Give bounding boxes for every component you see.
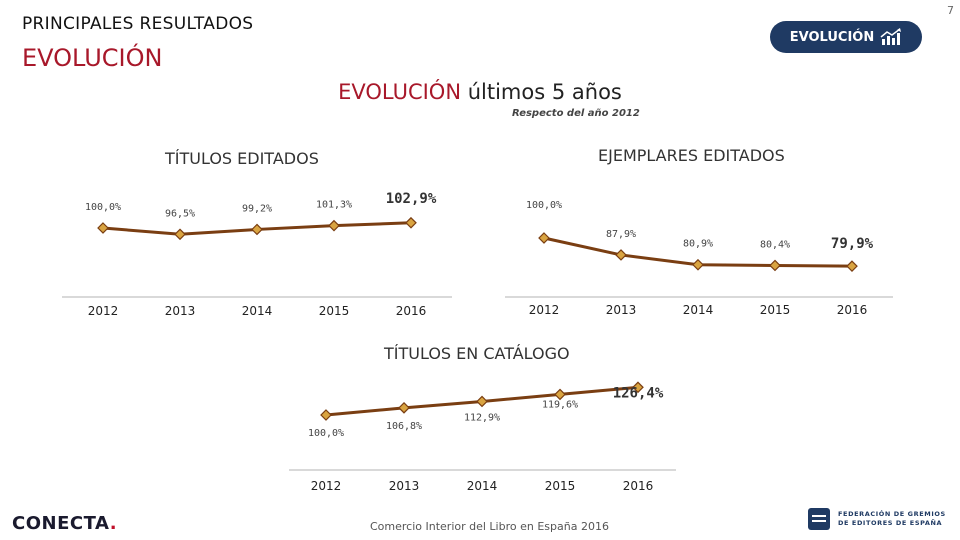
- data-label-titulos-catalogo-2014: 112,9%: [464, 412, 500, 423]
- data-point-titulos-catalogo-2014: [476, 395, 488, 408]
- x-tick-titulos-catalogo-2016: 2016: [623, 479, 654, 493]
- x-tick-ejemplares-editados-2016: 2016: [837, 303, 868, 317]
- data-label-ejemplares-editados-2013: 87,9%: [606, 229, 636, 240]
- data-label-titulos-editados-2014: 99,2%: [242, 203, 272, 214]
- data-point-titulos-catalogo-2013: [398, 402, 410, 414]
- data-label-titulos-catalogo-2012: 100,0%: [308, 428, 344, 439]
- federation-line-1: FEDERACIÓN DE GREMIOS: [838, 510, 946, 518]
- badge-label: EVOLUCIÓN: [789, 29, 875, 45]
- federation-logo: FEDERACIÓN DE GREMIOS DE EDITORES DE ESP…: [808, 508, 946, 530]
- x-tick-ejemplares-editados-2015: 2015: [760, 303, 791, 317]
- data-point-titulos-editados-2016: [405, 216, 417, 229]
- main-title-accent: EVOLUCIÓN: [338, 80, 462, 104]
- data-label-ejemplares-editados-2015: 80,4%: [760, 239, 790, 250]
- data-point-titulos-editados-2014: [251, 223, 263, 236]
- data-label-titulos-catalogo-2016: 126,4%: [613, 385, 664, 401]
- data-label-titulos-catalogo-2013: 106,8%: [386, 421, 422, 432]
- evolucion-badge-button[interactable]: EVOLUCIÓN: [770, 21, 922, 53]
- federation-mark-icon: [808, 508, 830, 530]
- data-label-ejemplares-editados-2012: 100,0%: [526, 200, 562, 211]
- federation-line-2: DE EDITORES DE ESPAÑA: [838, 519, 943, 527]
- data-point-ejemplares-editados-2015: [769, 259, 781, 272]
- x-tick-titulos-editados-2016: 2016: [396, 304, 427, 318]
- x-tick-titulos-editados-2015: 2015: [319, 304, 350, 318]
- main-title: EVOLUCIÓN últimos 5 años: [0, 80, 960, 104]
- data-label-titulos-editados-2016: 102,9%: [386, 191, 437, 207]
- main-title-rest: últimos 5 años: [461, 80, 622, 104]
- data-point-ejemplares-editados-2012: [538, 232, 550, 244]
- data-point-ejemplares-editados-2014: [692, 258, 704, 271]
- chart-title-titulos-editados: TÍTULOS EDITADOS: [165, 149, 319, 168]
- conecta-logo: CONECTA.: [12, 513, 118, 534]
- data-point-titulos-catalogo-2015: [554, 388, 566, 401]
- x-tick-ejemplares-editados-2013: 2013: [606, 303, 637, 317]
- x-tick-titulos-editados-2012: 2012: [88, 304, 119, 318]
- main-subtitle: Respecto del año 2012: [512, 108, 640, 119]
- section-title: EVOLUCIÓN: [22, 44, 163, 72]
- chart-title-ejemplares-editados: EJEMPLARES EDITADOS: [598, 146, 785, 165]
- data-point-titulos-editados-2015: [328, 219, 340, 232]
- chart-title-titulos-catalogo: TÍTULOS EN CATÁLOGO: [384, 344, 570, 363]
- data-point-titulos-catalogo-2016: [632, 381, 644, 394]
- x-tick-titulos-catalogo-2014: 2014: [467, 479, 498, 493]
- data-label-ejemplares-editados-2014: 80,9%: [683, 239, 713, 250]
- x-tick-titulos-editados-2014: 2014: [242, 304, 273, 318]
- data-label-titulos-catalogo-2015: 119,6%: [542, 399, 578, 410]
- page-number: 7: [947, 4, 954, 17]
- x-tick-titulos-catalogo-2012: 2012: [311, 479, 342, 493]
- data-point-titulos-editados-2012: [97, 222, 109, 234]
- data-label-titulos-editados-2013: 96,5%: [165, 208, 195, 219]
- data-label-titulos-editados-2015: 101,3%: [316, 200, 352, 211]
- x-tick-titulos-catalogo-2013: 2013: [389, 479, 420, 493]
- header-title: PRINCIPALES RESULTADOS: [22, 14, 254, 34]
- trend-chart-icon: [880, 28, 902, 45]
- data-point-ejemplares-editados-2016: [846, 260, 858, 272]
- data-point-titulos-editados-2013: [174, 228, 186, 241]
- data-label-ejemplares-editados-2016: 79,9%: [831, 236, 874, 252]
- x-tick-ejemplares-editados-2014: 2014: [683, 303, 714, 317]
- x-tick-ejemplares-editados-2012: 2012: [529, 303, 560, 317]
- x-tick-titulos-editados-2013: 2013: [165, 304, 196, 318]
- x-tick-titulos-catalogo-2015: 2015: [545, 479, 576, 493]
- data-label-titulos-editados-2012: 100,0%: [85, 202, 121, 213]
- footer-source: Comercio Interior del Libro en España 20…: [370, 520, 609, 533]
- data-point-ejemplares-editados-2013: [615, 249, 627, 261]
- data-point-titulos-catalogo-2012: [320, 409, 332, 421]
